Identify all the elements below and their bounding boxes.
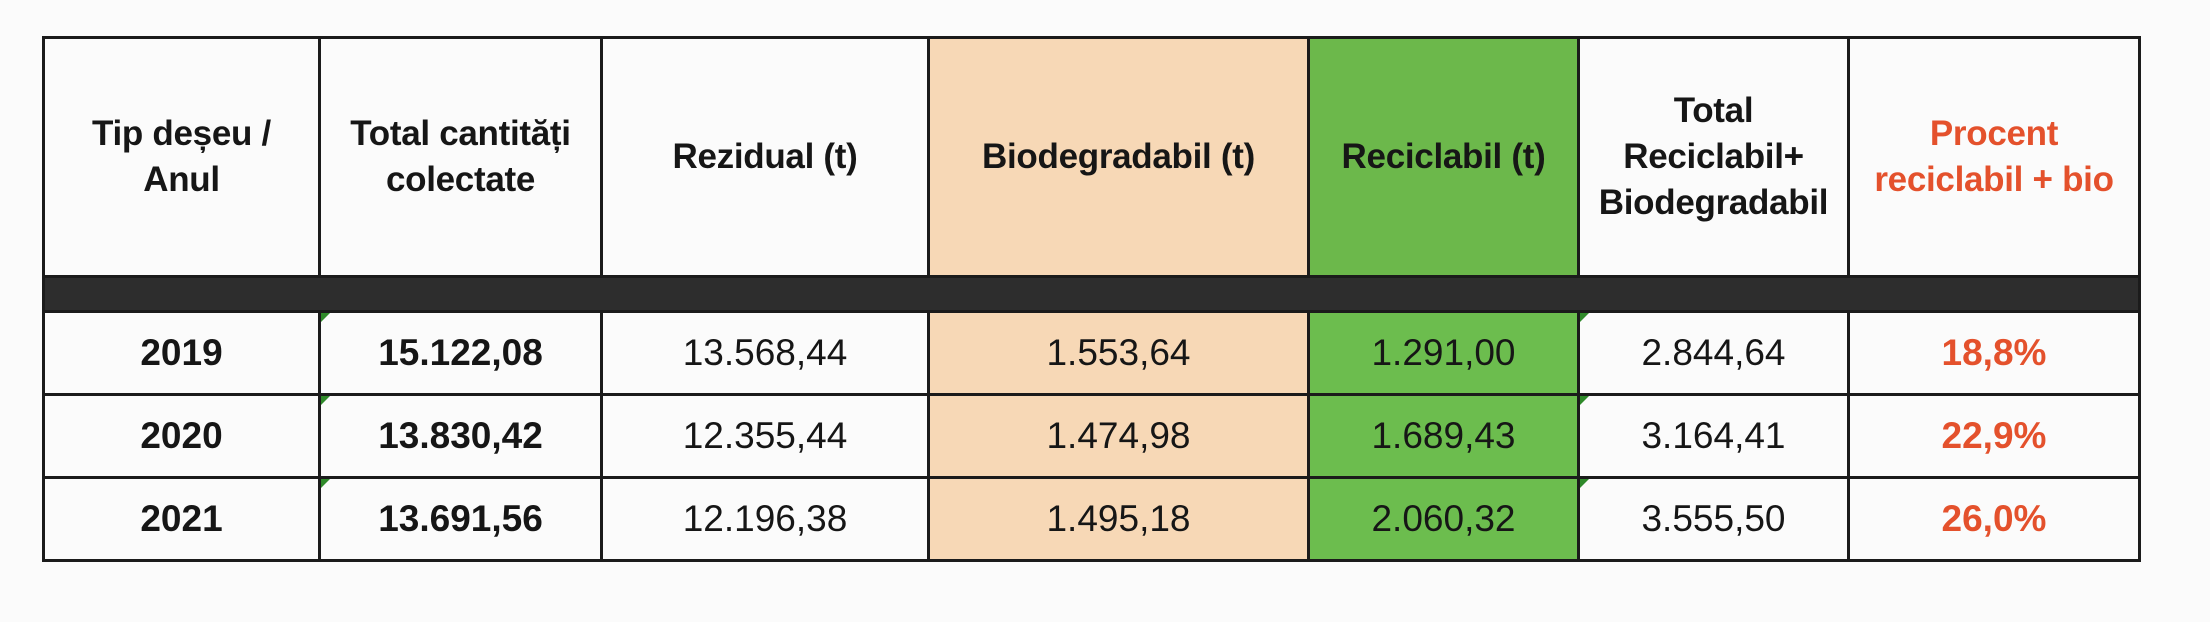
header-tip-deseu-anul: Tip deșeu / Anul bbox=[42, 36, 321, 278]
procent-cell: 22,9% bbox=[1847, 393, 2141, 479]
reciclabil-cell: 1.689,43 bbox=[1307, 393, 1580, 479]
biodegradabil-cell: 1.474,98 bbox=[927, 393, 1310, 479]
separator-band bbox=[42, 275, 2141, 313]
table-row: 2020 13.830,42 12.355,44 1.474,98 1.689,… bbox=[42, 393, 2141, 479]
total-reciclabil-bio-cell: 3.555,50 bbox=[1577, 476, 1850, 562]
rezidual-cell: 13.568,44 bbox=[600, 310, 930, 396]
header-total-cantitati: Total cantități colectate bbox=[318, 36, 603, 278]
waste-collection-table: Tip deșeu / Anul Total cantități colecta… bbox=[42, 36, 2141, 562]
header-rezidual: Rezidual (t) bbox=[600, 36, 930, 278]
procent-cell: 26,0% bbox=[1847, 476, 2141, 562]
total-cell: 15.122,08 bbox=[318, 310, 603, 396]
table-row: 2021 13.691,56 12.196,38 1.495,18 2.060,… bbox=[42, 476, 2141, 562]
total-cell: 13.691,56 bbox=[318, 476, 603, 562]
total-reciclabil-bio-cell: 2.844,64 bbox=[1577, 310, 1850, 396]
total-cell: 13.830,42 bbox=[318, 393, 603, 479]
header-total-reciclabil-biodegradabil: Total Reciclabil+ Biodegradabil bbox=[1577, 36, 1850, 278]
biodegradabil-cell: 1.495,18 bbox=[927, 476, 1310, 562]
reciclabil-cell: 2.060,32 bbox=[1307, 476, 1580, 562]
header-procent: Procent reciclabil + bio bbox=[1847, 36, 2141, 278]
year-cell: 2019 bbox=[42, 310, 321, 396]
total-reciclabil-bio-cell: 3.164,41 bbox=[1577, 393, 1850, 479]
header-reciclabil: Reciclabil (t) bbox=[1307, 36, 1580, 278]
separator-cell bbox=[42, 275, 2141, 313]
rezidual-cell: 12.196,38 bbox=[600, 476, 930, 562]
reciclabil-cell: 1.291,00 bbox=[1307, 310, 1580, 396]
header-biodegradabil: Biodegradabil (t) bbox=[927, 36, 1310, 278]
year-cell: 2020 bbox=[42, 393, 321, 479]
header-row: Tip deșeu / Anul Total cantități colecta… bbox=[42, 36, 2141, 278]
year-cell: 2021 bbox=[42, 476, 321, 562]
table-row: 2019 15.122,08 13.568,44 1.553,64 1.291,… bbox=[42, 310, 2141, 396]
biodegradabil-cell: 1.553,64 bbox=[927, 310, 1310, 396]
rezidual-cell: 12.355,44 bbox=[600, 393, 930, 479]
procent-cell: 18,8% bbox=[1847, 310, 2141, 396]
